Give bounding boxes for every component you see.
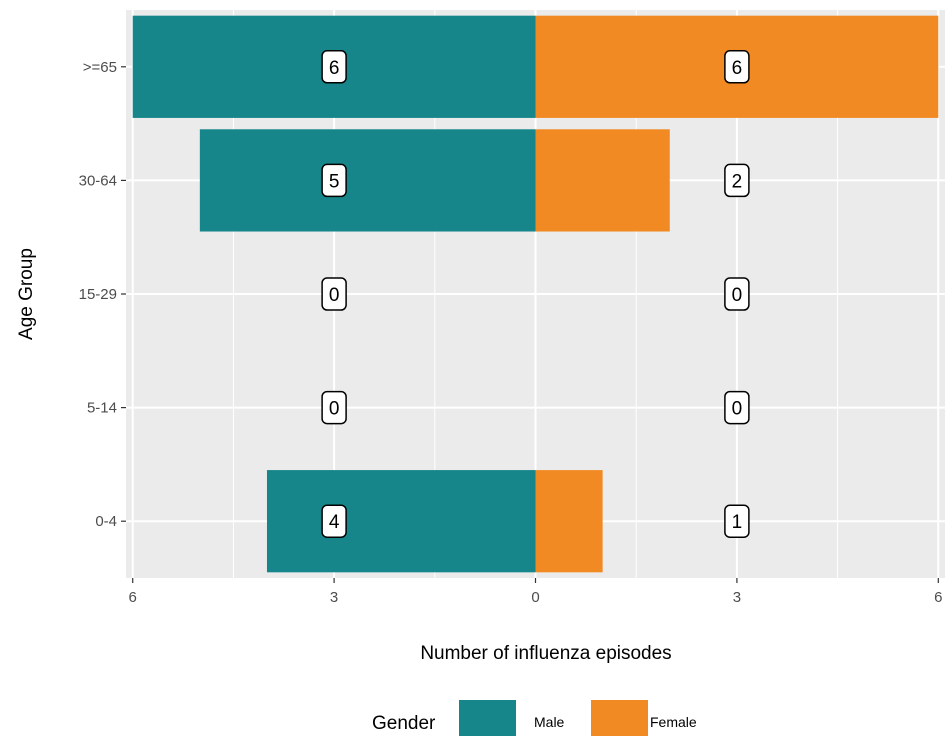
legend-label-male: Male (534, 714, 565, 730)
data-label-box (321, 50, 347, 84)
data-label-box (724, 390, 750, 425)
data-label-text: 1 (732, 512, 743, 533)
data-label-box (724, 504, 750, 538)
y-tick-label: 0-4 (95, 513, 117, 530)
x-tick-label: 6 (129, 589, 137, 606)
legend: Gender Male Female (372, 700, 697, 736)
bar-male-0-4 (266, 470, 536, 573)
x-tick-label: 0 (531, 589, 539, 606)
x-axis: 6 3 0 3 6 (129, 578, 942, 606)
data-label-male-0-4: 4 (321, 504, 347, 538)
x-axis-title: Number of influenza episodes (420, 643, 671, 664)
data-label-text: 0 (329, 285, 340, 306)
y-tick-label: 15-29 (79, 286, 117, 303)
data-label-text: 0 (329, 399, 340, 420)
data-label-text: 4 (329, 512, 340, 533)
data-label-box (724, 277, 750, 311)
data-label-female-15-29: 0 (724, 277, 750, 311)
data-labels: 4 0 0 5 6 1 0 0 2 6 (321, 50, 750, 538)
y-axis: 0-4 5-14 15-29 30-64 >=65 (79, 59, 126, 530)
data-label-female->=65: 6 (724, 50, 750, 84)
data-label-female-30-64: 2 (724, 163, 750, 198)
x-tick-label: 3 (733, 589, 741, 606)
legend-key-male (459, 700, 516, 736)
data-label-female-0-4: 1 (724, 504, 750, 538)
data-label-box (321, 504, 347, 538)
data-label-box (321, 277, 347, 311)
y-tick-label: >=65 (83, 59, 117, 76)
data-label-box (321, 390, 347, 425)
data-label-box (724, 50, 750, 84)
data-label-box (321, 163, 347, 198)
data-label-box (724, 163, 750, 198)
data-label-text: 6 (732, 58, 743, 79)
data-label-male->=65: 6 (321, 50, 347, 84)
bar-female-30-64 (535, 129, 670, 232)
bar-female-0-4 (535, 470, 603, 573)
data-label-text: 0 (732, 399, 743, 420)
bar-male-30-64 (199, 129, 536, 232)
data-label-male-5-14: 0 (321, 390, 347, 425)
legend-title: Gender (372, 713, 436, 734)
y-tick-label: 5-14 (87, 400, 117, 417)
data-label-female-5-14: 0 (724, 390, 750, 425)
data-label-text: 2 (732, 171, 743, 192)
legend-label-female: Female (650, 714, 697, 730)
data-label-text: 6 (329, 58, 340, 79)
x-tick-label: 6 (934, 589, 942, 606)
data-label-male-30-64: 5 (321, 163, 347, 198)
x-tick-label: 3 (330, 589, 338, 606)
data-label-male-15-29: 0 (321, 277, 347, 311)
data-label-text: 0 (732, 285, 743, 306)
y-axis-title: Age Group (16, 248, 37, 340)
legend-key-female (591, 700, 648, 736)
y-tick-label: 30-64 (79, 172, 117, 189)
data-label-text: 5 (329, 171, 340, 192)
